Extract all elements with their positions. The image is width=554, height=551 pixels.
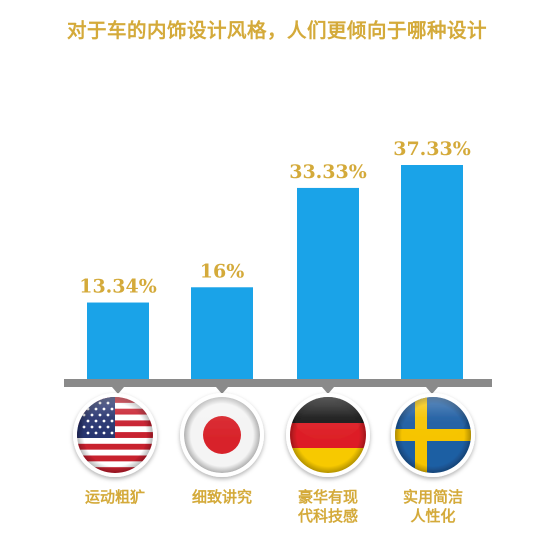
chart-title: 对于车的内饰设计风格，人们更倾向于哪种设计 — [66, 19, 487, 42]
bar-3 — [297, 187, 359, 379]
x-axis — [64, 379, 492, 387]
category-label-line: 细致讲究 — [191, 488, 252, 506]
bar-4 — [401, 165, 463, 379]
category-label-4: 实用简洁 人性化 — [378, 488, 488, 526]
bar-1 — [87, 302, 149, 379]
category-label-1: 运动粗犷 — [60, 488, 170, 507]
sweden-flag-icon — [391, 393, 475, 477]
category-label-line: 豪华有现 — [297, 488, 358, 506]
bar-2 — [191, 287, 253, 379]
category-label-line: 代科技感 — [297, 507, 358, 525]
category-label-2: 细致讲究 — [167, 488, 277, 507]
data-label-1: 13.34% — [79, 276, 157, 298]
usa-flag-icon — [73, 393, 157, 477]
category-label-line: 运动粗犷 — [84, 488, 145, 506]
axis-tick-3 — [322, 387, 334, 394]
data-label-2: 16% — [200, 260, 245, 282]
data-label-4: 37.33% — [393, 138, 471, 160]
category-label-line: 实用简洁 — [402, 488, 463, 506]
category-label-line: 人性化 — [410, 507, 456, 525]
germany-flag-icon — [286, 393, 370, 477]
axis-tick-2 — [216, 387, 228, 394]
category-label-3: 豪华有现 代科技感 — [273, 488, 383, 526]
axis-tick-1 — [112, 387, 124, 394]
axis-tick-4 — [426, 387, 438, 394]
japan-flag-icon — [180, 393, 264, 477]
data-label-3: 33.33% — [289, 161, 367, 183]
